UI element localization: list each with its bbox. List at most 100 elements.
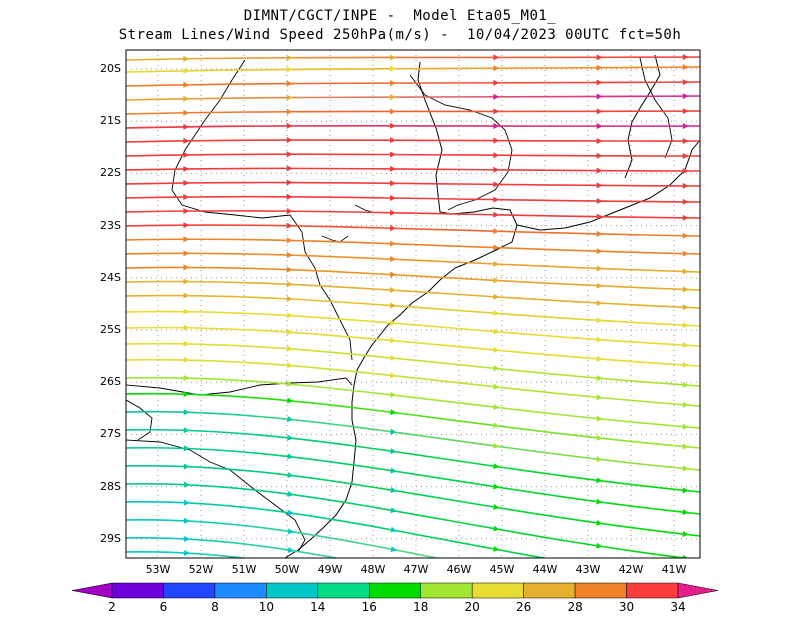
streamline <box>126 266 700 291</box>
streamline-arrow <box>183 463 190 470</box>
streamlines <box>126 54 700 614</box>
streamline-arrow <box>682 381 689 388</box>
streamline-arrow <box>493 79 500 86</box>
streamline <box>126 110 700 115</box>
streamline-arrow <box>389 240 397 247</box>
streamline <box>126 95 700 101</box>
streamline-arrow <box>390 180 397 187</box>
streamline-arrow <box>682 443 689 450</box>
streamline-arrow <box>493 525 500 532</box>
streamline-arrow <box>596 123 603 130</box>
streamline-arrow <box>493 152 500 159</box>
streamline-arrow <box>493 483 500 490</box>
wind-speed-colorbar <box>71 582 719 599</box>
streamline <box>126 139 700 143</box>
streamline-arrow <box>287 397 294 404</box>
streamline-arrow <box>183 250 190 257</box>
colorbar-segment <box>111 582 164 599</box>
lat-label: 25S <box>100 323 121 336</box>
streamline <box>126 167 700 172</box>
streamline-arrow <box>493 346 500 353</box>
streamline-arrow <box>493 137 500 144</box>
streamline-arrow <box>287 472 294 479</box>
lat-label: 22S <box>100 166 121 180</box>
streamline-arrow <box>682 286 689 293</box>
lat-label: 21S <box>100 114 121 128</box>
streamline-arrow <box>596 336 603 343</box>
streamline-arrow <box>286 151 293 158</box>
colorbar-label: 26 <box>515 600 532 614</box>
colorbar-min-arrow <box>71 582 113 599</box>
streamline-arrow <box>390 391 397 398</box>
streamline-arrow <box>390 151 397 158</box>
streamline-arrow <box>682 304 689 311</box>
streamline-arrow <box>493 108 500 115</box>
streamline <box>126 518 441 558</box>
streamline-arrow <box>183 67 190 74</box>
streamline-arrow <box>596 230 603 237</box>
streamline-arrow <box>183 179 190 186</box>
streamline-arrow <box>286 362 294 369</box>
streamline <box>126 376 700 429</box>
streamline <box>126 224 700 237</box>
colorbar-label: 20 <box>464 600 480 614</box>
streamline-arrow <box>286 94 293 101</box>
streamline-arrow <box>183 356 190 363</box>
streamline-arrow <box>183 123 190 130</box>
streamline-arrow <box>682 487 689 494</box>
streamline-arrow <box>682 342 689 349</box>
streamline-arrow <box>183 278 190 285</box>
streamline-arrow <box>596 607 603 614</box>
streamline-arrow <box>493 211 500 218</box>
streamline-arrow <box>596 152 603 159</box>
streamline-arrow <box>183 194 190 201</box>
colorbar-label: 34 <box>670 600 686 614</box>
lon-label: 52W <box>188 563 214 576</box>
streamline-arrow <box>682 64 689 71</box>
streamline-arrow <box>596 498 603 505</box>
coastline <box>126 54 700 558</box>
colorbar-segment <box>626 582 679 599</box>
streamline-arrow <box>596 415 603 422</box>
streamline-arrow <box>183 165 190 172</box>
streamline-arrow <box>183 95 190 102</box>
lat-label: 27S <box>100 427 121 441</box>
streamline-arrow <box>390 507 397 514</box>
streamline-arrow <box>390 354 397 361</box>
streamline-arrow <box>389 286 397 293</box>
streamline <box>126 280 700 309</box>
streamline-arrow <box>596 108 603 115</box>
streamline-arrow <box>682 198 689 205</box>
streamline-arrow <box>286 179 293 186</box>
streamline-arrow <box>682 108 689 115</box>
colorbar-label: 6 <box>159 600 168 614</box>
streamline-arrow <box>183 391 190 398</box>
streamline <box>126 252 700 273</box>
streamline-arrow <box>286 237 293 244</box>
streamline-arrow <box>682 250 689 257</box>
streamline-arrow <box>390 54 397 61</box>
lon-label: 51W <box>231 563 257 576</box>
streamline-arrow <box>493 93 500 100</box>
streamline-arrow <box>682 509 689 516</box>
streamline <box>126 124 700 129</box>
streamline-arrow <box>390 108 397 115</box>
streamline-arrow <box>596 265 603 272</box>
streamline-arrow <box>389 194 397 201</box>
streamline-arrow <box>596 93 603 100</box>
streamline-arrow <box>596 299 603 306</box>
streamline-arrow <box>493 277 500 284</box>
streamline-arrow <box>286 345 294 352</box>
lat-label: 28S <box>100 479 121 493</box>
streamline-arrow <box>286 80 293 87</box>
streamline-arrow <box>493 404 500 410</box>
colorbar-label: 16 <box>361 600 377 614</box>
streamline-arrow <box>286 281 293 288</box>
colorbar-segment <box>163 582 216 599</box>
streamline-arrow <box>286 193 293 200</box>
chart-title-line1: DIMNT/CGCT/INPE - Model Eta05_M01_ <box>243 8 557 24</box>
streamline-arrow <box>390 137 397 144</box>
streamline-arrow <box>390 337 397 344</box>
streamline-arrow <box>682 465 689 472</box>
streamline-arrow <box>390 165 397 172</box>
